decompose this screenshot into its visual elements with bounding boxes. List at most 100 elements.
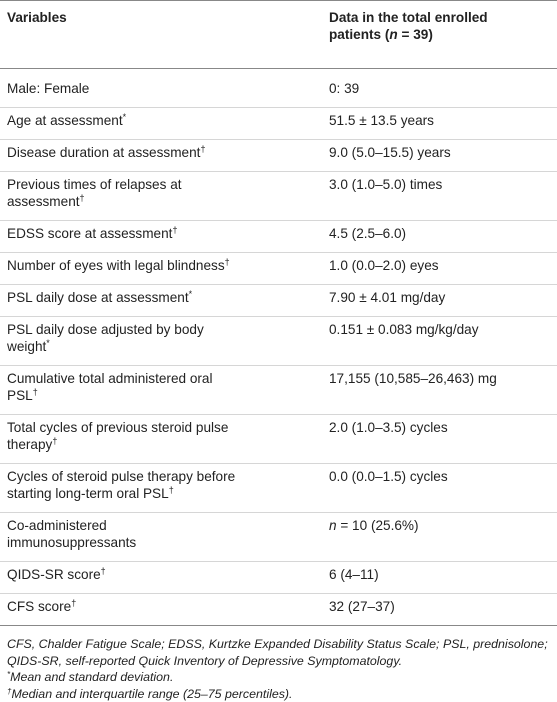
variable-footnote-mark: †: [80, 193, 85, 203]
variable-footnote-mark: †: [33, 387, 38, 397]
value-text: 0.0 (0.0–1.5) cycles: [329, 469, 448, 484]
variable-footnote-mark: †: [169, 485, 174, 495]
header-variables: Variables: [0, 1, 329, 69]
table-row: Age at assessment*51.5 ± 13.5 years: [0, 108, 557, 140]
variable-label: Male: Female: [7, 81, 89, 96]
footnote-dagger-text: Median and interquartile range (25–75 pe…: [11, 687, 292, 701]
header-data-line1: Data in the total enrolled: [329, 10, 488, 25]
value-text: 51.5 ± 13.5 years: [329, 113, 434, 128]
value-cell: 4.5 (2.5–6.0): [329, 221, 557, 253]
variable-footnote-mark: *: [189, 289, 193, 299]
variable-label: Co-administered: [7, 518, 107, 533]
variable-label: Total cycles of previous steroid pulse: [7, 420, 228, 435]
variable-cell: QIDS-SR score†: [0, 562, 329, 594]
value-cell: 7.90 ± 4.01 mg/day: [329, 285, 557, 317]
variable-footnote-mark: †: [71, 598, 76, 608]
value-text: 0.151 ± 0.083 mg/kg/day: [329, 322, 479, 337]
value-text: 2.0 (1.0–3.5) cycles: [329, 420, 448, 435]
variable-cell: PSL daily dose at assessment*: [0, 285, 329, 317]
table-header: Variables Data in the total enrolled pat…: [0, 1, 557, 69]
header-data-line2-suffix: = 39): [398, 27, 433, 42]
variable-label-continued: starting long-term oral PSL: [7, 486, 169, 501]
value-text: 0: 39: [329, 81, 359, 96]
variable-label-continued: assessment: [7, 194, 80, 209]
footnote-median: †Median and interquartile range (25–75 p…: [7, 686, 550, 702]
variable-cell: Cumulative total administered oral PSL†: [0, 366, 329, 415]
variable-cell: Previous times of relapses at assessment†: [0, 172, 329, 221]
variable-label: Disease duration at assessment: [7, 145, 200, 160]
value-text: 7.90 ± 4.01 mg/day: [329, 290, 445, 305]
table-row: PSL daily dose at assessment*7.90 ± 4.01…: [0, 285, 557, 317]
variable-cell: Age at assessment*: [0, 108, 329, 140]
value-n: n: [329, 518, 337, 533]
variable-label-continued: therapy: [7, 437, 52, 452]
table-row: QIDS-SR score†6 (4–11): [0, 562, 557, 594]
value-text: 9.0 (5.0–15.5) years: [329, 145, 451, 160]
variable-cell: PSL daily dose adjusted by body weight*: [0, 317, 329, 366]
variable-label: PSL daily dose adjusted by body: [7, 322, 204, 337]
footnote-star-text: Mean and standard deviation.: [10, 670, 173, 684]
header-data: Data in the total enrolled patients (n =…: [329, 1, 557, 69]
table-row: EDSS score at assessment†4.5 (2.5–6.0): [0, 221, 557, 253]
header-data-line2-prefix: patients (: [329, 27, 389, 42]
table-row: Cycles of steroid pulse therapy before st…: [0, 464, 557, 513]
value-text: 1.0 (0.0–2.0) eyes: [329, 258, 439, 273]
variable-cell: EDSS score at assessment†: [0, 221, 329, 253]
value-cell: 0.0 (0.0–1.5) cycles: [329, 464, 557, 513]
table-row: Total cycles of previous steroid pulse th…: [0, 415, 557, 464]
variable-label-continued: weight: [7, 339, 46, 354]
variable-label-continued: immunosuppressants: [7, 535, 136, 550]
value-cell: 51.5 ± 13.5 years: [329, 108, 557, 140]
variable-label: Cumulative total administered oral: [7, 371, 213, 386]
value-cell: 9.0 (5.0–15.5) years: [329, 140, 557, 172]
variable-cell: Total cycles of previous steroid pulse th…: [0, 415, 329, 464]
variable-footnote-mark: *: [123, 112, 127, 122]
variable-footnote-mark: †: [172, 225, 177, 235]
value-text: 32 (27–37): [329, 599, 395, 614]
value-cell: 2.0 (1.0–3.5) cycles: [329, 415, 557, 464]
value-cell: 32 (27–37): [329, 594, 557, 626]
value-text: 6 (4–11): [329, 567, 379, 582]
variable-label: EDSS score at assessment: [7, 226, 172, 241]
variable-label: CFS score: [7, 599, 71, 614]
variable-footnote-mark: *: [46, 338, 50, 348]
variable-label: PSL daily dose at assessment: [7, 290, 189, 305]
variable-cell: Co-administered immunosuppressants: [0, 513, 329, 562]
table-row: CFS score†32 (27–37): [0, 594, 557, 626]
variable-footnote-mark: †: [101, 566, 106, 576]
variable-footnote-mark: †: [52, 436, 57, 446]
value-cell: 6 (4–11): [329, 562, 557, 594]
variable-label: Cycles of steroid pulse therapy before: [7, 469, 235, 484]
variable-label: Number of eyes with legal blindness: [7, 258, 225, 273]
value-cell: n = 10 (25.6%): [329, 513, 557, 562]
table-row: Male: Female 0: 39: [0, 69, 557, 108]
variable-label: Previous times of relapses at: [7, 177, 182, 192]
value-text: = 10 (25.6%): [337, 518, 419, 533]
variable-cell: Male: Female: [0, 69, 329, 108]
value-cell: 0: 39: [329, 69, 557, 108]
table-row: Disease duration at assessment†9.0 (5.0–…: [0, 140, 557, 172]
value-cell: 17,155 (10,585–26,463) mg: [329, 366, 557, 415]
variable-footnote-mark: †: [225, 257, 230, 267]
footnote-mean: *Mean and standard deviation.: [7, 669, 550, 686]
table-row: Co-administered immunosuppressants n = 10 …: [0, 513, 557, 562]
variable-label: QIDS-SR score: [7, 567, 101, 582]
variable-label-continued: PSL: [7, 388, 33, 403]
table-row: PSL daily dose adjusted by body weight* 0.…: [0, 317, 557, 366]
value-cell: 3.0 (1.0–5.0) times: [329, 172, 557, 221]
variable-label: Age at assessment: [7, 113, 123, 128]
value-cell: 1.0 (0.0–2.0) eyes: [329, 253, 557, 285]
footnote-abbreviations: CFS, Chalder Fatigue Scale; EDSS, Kurtzk…: [7, 636, 550, 669]
value-text: 4.5 (2.5–6.0): [329, 226, 406, 241]
value-cell: 0.151 ± 0.083 mg/kg/day: [329, 317, 557, 366]
variable-cell: CFS score†: [0, 594, 329, 626]
variable-footnote-mark: †: [200, 144, 205, 154]
value-text: 3.0 (1.0–5.0) times: [329, 177, 442, 192]
variable-cell: Cycles of steroid pulse therapy before st…: [0, 464, 329, 513]
variable-cell: Disease duration at assessment†: [0, 140, 329, 172]
header-data-n: n: [389, 27, 397, 42]
table-row: Cumulative total administered oral PSL† 17…: [0, 366, 557, 415]
variable-cell: Number of eyes with legal blindness†: [0, 253, 329, 285]
